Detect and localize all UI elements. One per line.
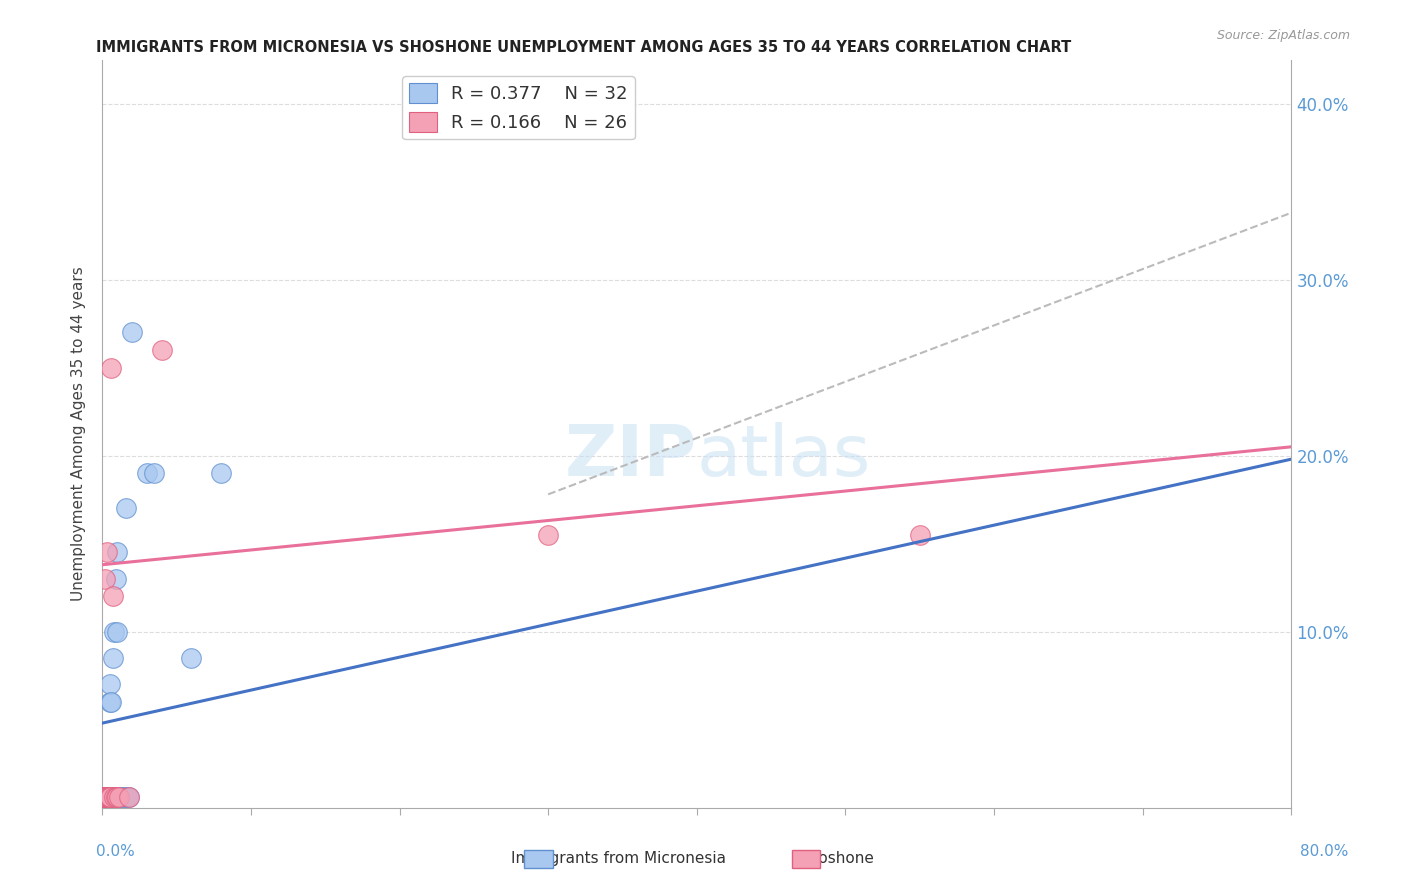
Point: [135, 467, 157, 481]
Text: Source: ZipAtlas.com: Source: ZipAtlas.com: [1216, 29, 1350, 42]
Point: [97, 790, 120, 805]
Point: [118, 790, 141, 805]
Point: [96, 790, 118, 805]
Point: [94, 572, 117, 586]
Text: atlas: atlas: [697, 422, 872, 491]
Point: [100, 695, 122, 709]
Point: [96, 790, 118, 805]
Point: [105, 624, 128, 639]
Point: [93, 790, 115, 805]
Point: [93, 790, 115, 805]
Point: [537, 528, 560, 542]
Point: [100, 790, 122, 805]
Point: [97, 790, 120, 805]
Point: [117, 790, 139, 805]
Point: [96, 545, 118, 559]
Point: [98, 790, 121, 805]
Point: [94, 790, 117, 805]
Point: [93, 790, 115, 805]
Point: [98, 677, 121, 691]
Point: [101, 651, 124, 665]
Text: IMMIGRANTS FROM MICRONESIA VS SHOSHONE UNEMPLOYMENT AMONG AGES 35 TO 44 YEARS CO: IMMIGRANTS FROM MICRONESIA VS SHOSHONE U…: [96, 40, 1071, 55]
Point: [96, 790, 118, 805]
Point: [103, 790, 125, 805]
Point: [94, 790, 117, 805]
Point: [93, 790, 115, 805]
Point: [96, 790, 118, 805]
Point: [104, 790, 127, 805]
Point: [98, 695, 121, 709]
Text: Immigrants from Micronesia: Immigrants from Micronesia: [512, 851, 725, 865]
Point: [96, 790, 118, 805]
Point: [118, 790, 141, 805]
Text: 80.0%: 80.0%: [1301, 845, 1348, 859]
Point: [97, 790, 120, 805]
Point: [107, 790, 129, 805]
Point: [114, 790, 136, 805]
Point: [105, 545, 128, 559]
Point: [150, 343, 173, 357]
Point: [96, 790, 118, 805]
Point: [103, 624, 125, 639]
Point: [98, 790, 121, 805]
Point: [100, 360, 122, 375]
Point: [97, 790, 120, 805]
Point: [94, 790, 117, 805]
Point: [209, 467, 232, 481]
Point: [101, 590, 124, 604]
Point: [94, 790, 117, 805]
Point: [111, 790, 134, 805]
Text: ZIP: ZIP: [565, 422, 697, 491]
Point: [104, 572, 127, 586]
Text: 0.0%: 0.0%: [96, 845, 135, 859]
Legend: R = 0.377    N = 32, R = 0.166    N = 26: R = 0.377 N = 32, R = 0.166 N = 26: [402, 76, 634, 139]
Point: [97, 790, 120, 805]
Point: [121, 326, 143, 340]
Text: Shoshone: Shoshone: [799, 851, 875, 865]
Point: [93, 790, 115, 805]
Point: [97, 790, 120, 805]
Point: [143, 467, 166, 481]
Point: [105, 790, 128, 805]
Point: [180, 651, 202, 665]
Point: [115, 501, 138, 516]
Point: [107, 790, 129, 805]
Point: [98, 790, 121, 805]
Point: [98, 790, 121, 805]
Y-axis label: Unemployment Among Ages 35 to 44 years: Unemployment Among Ages 35 to 44 years: [72, 266, 86, 601]
Point: [108, 790, 131, 805]
Point: [908, 528, 931, 542]
